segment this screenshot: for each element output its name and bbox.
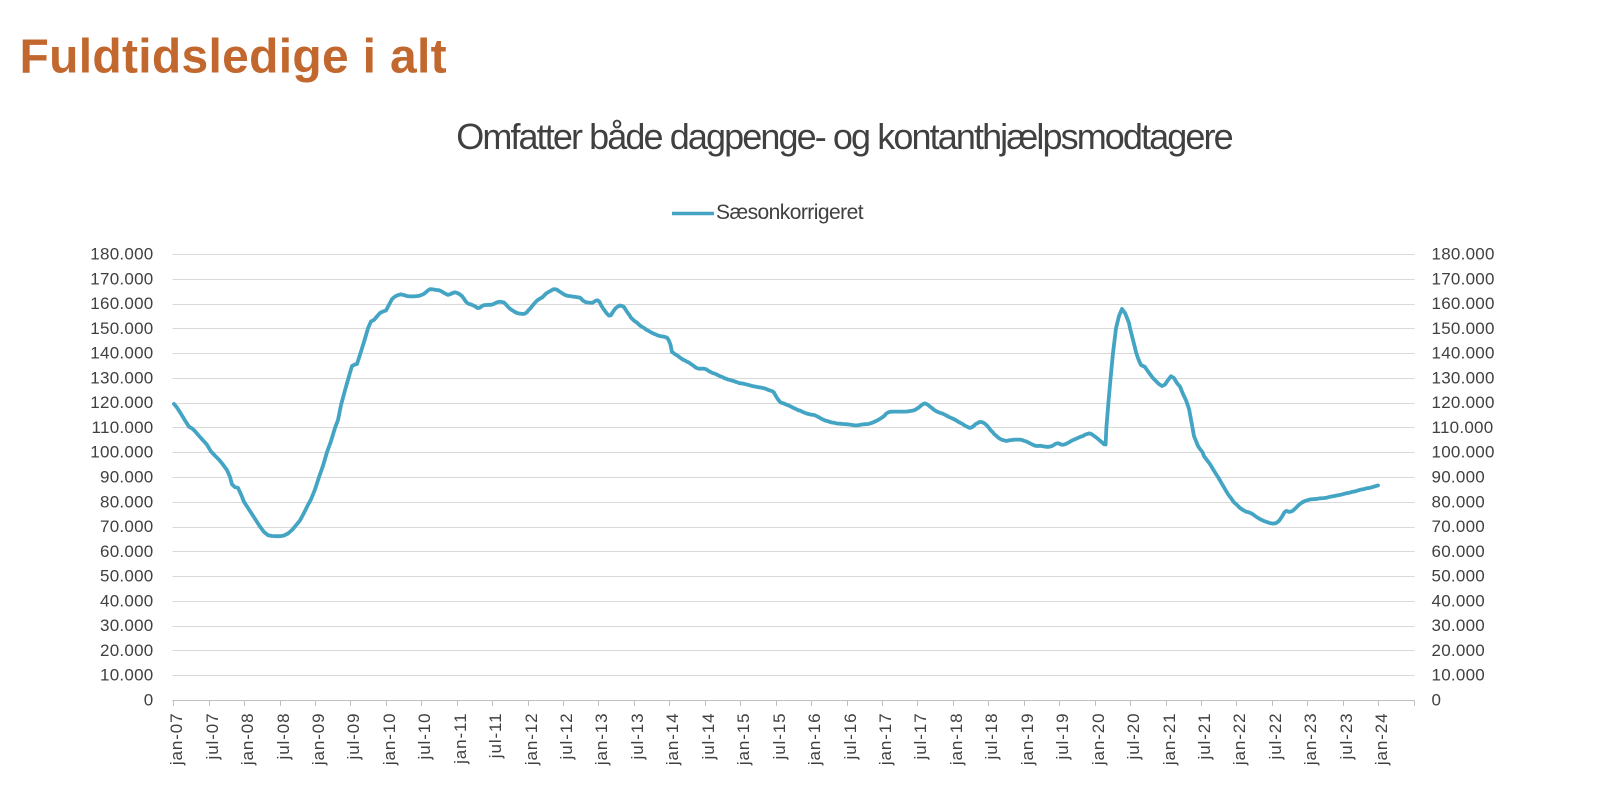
svg-text:170.000: 170.000 — [90, 269, 153, 288]
svg-text:160.000: 160.000 — [90, 294, 153, 313]
svg-text:jul-08: jul-08 — [274, 713, 293, 761]
svg-text:110.000: 110.000 — [1432, 418, 1494, 437]
svg-text:jul-18: jul-18 — [982, 713, 1001, 761]
svg-text:jan-08: jan-08 — [238, 713, 257, 767]
svg-text:jul-13: jul-13 — [628, 713, 647, 761]
svg-text:20.000: 20.000 — [100, 641, 154, 660]
svg-text:120.000: 120.000 — [1432, 393, 1495, 412]
svg-text:40.000: 40.000 — [1432, 591, 1486, 610]
svg-text:0: 0 — [144, 691, 154, 710]
svg-text:60.000: 60.000 — [100, 542, 154, 561]
svg-text:jan-16: jan-16 — [805, 713, 824, 767]
svg-text:100.000: 100.000 — [1432, 443, 1495, 462]
svg-text:Omfatter både dagpenge- og kon: Omfatter både dagpenge- og kontanthjælps… — [456, 116, 1232, 157]
svg-text:60.000: 60.000 — [1432, 542, 1486, 561]
svg-text:jan-20: jan-20 — [1089, 713, 1108, 767]
svg-text:jul-12: jul-12 — [557, 713, 576, 761]
svg-text:50.000: 50.000 — [1432, 567, 1486, 586]
svg-text:50.000: 50.000 — [100, 567, 154, 586]
svg-text:10.000: 10.000 — [1432, 666, 1486, 685]
svg-text:jan-09: jan-09 — [309, 713, 328, 767]
svg-text:jul-15: jul-15 — [770, 713, 789, 761]
svg-text:80.000: 80.000 — [1432, 492, 1486, 511]
svg-text:jan-13: jan-13 — [592, 713, 611, 767]
svg-text:jan-07: jan-07 — [167, 713, 186, 767]
svg-text:0: 0 — [1432, 691, 1442, 710]
svg-text:10.000: 10.000 — [100, 666, 154, 685]
svg-text:jul-14: jul-14 — [699, 713, 718, 761]
svg-text:jan-24: jan-24 — [1372, 713, 1391, 767]
svg-text:20.000: 20.000 — [1432, 641, 1486, 660]
svg-text:jan-15: jan-15 — [734, 713, 753, 767]
svg-text:100.000: 100.000 — [90, 443, 153, 462]
svg-text:jan-22: jan-22 — [1230, 713, 1249, 767]
svg-text:90.000: 90.000 — [100, 468, 154, 487]
svg-text:jan-23: jan-23 — [1301, 713, 1320, 767]
svg-text:jul-21: jul-21 — [1195, 713, 1214, 761]
svg-text:jul-09: jul-09 — [344, 713, 363, 761]
svg-text:180.000: 180.000 — [1432, 245, 1495, 264]
svg-text:jan-11: jan-11 — [451, 713, 470, 765]
svg-text:jul-16: jul-16 — [841, 713, 860, 761]
svg-text:130.000: 130.000 — [90, 368, 153, 387]
svg-text:jul-17: jul-17 — [911, 713, 930, 761]
svg-text:jan-19: jan-19 — [1018, 713, 1037, 767]
svg-text:jul-07: jul-07 — [203, 713, 222, 761]
svg-text:180.000: 180.000 — [90, 245, 153, 264]
svg-text:jan-12: jan-12 — [522, 713, 541, 767]
svg-text:40.000: 40.000 — [100, 591, 154, 610]
svg-text:160.000: 160.000 — [1432, 294, 1495, 313]
svg-text:150.000: 150.000 — [90, 319, 153, 338]
svg-text:120.000: 120.000 — [90, 393, 153, 412]
svg-text:110.000: 110.000 — [92, 418, 154, 437]
svg-text:150.000: 150.000 — [1432, 319, 1495, 338]
svg-text:70.000: 70.000 — [1432, 517, 1486, 536]
svg-text:Fuldtidsledige i alt: Fuldtidsledige i alt — [20, 30, 447, 83]
svg-text:130.000: 130.000 — [1432, 368, 1495, 387]
svg-text:jan-17: jan-17 — [876, 713, 895, 767]
svg-text:jan-10: jan-10 — [380, 713, 399, 767]
svg-text:140.000: 140.000 — [90, 344, 153, 363]
svg-text:jul-11: jul-11 — [486, 713, 505, 760]
svg-text:jul-10: jul-10 — [415, 713, 434, 761]
svg-text:Sæsonkorrigeret: Sæsonkorrigeret — [716, 201, 864, 224]
svg-text:170.000: 170.000 — [1432, 269, 1495, 288]
svg-text:90.000: 90.000 — [1432, 468, 1486, 487]
svg-text:jan-18: jan-18 — [947, 713, 966, 767]
svg-text:80.000: 80.000 — [100, 492, 154, 511]
svg-text:jul-19: jul-19 — [1053, 713, 1072, 761]
svg-text:140.000: 140.000 — [1432, 344, 1495, 363]
svg-text:jan-14: jan-14 — [663, 713, 682, 767]
svg-text:30.000: 30.000 — [1432, 616, 1486, 635]
svg-text:jan-21: jan-21 — [1160, 713, 1179, 767]
svg-text:jul-20: jul-20 — [1124, 713, 1143, 761]
svg-text:30.000: 30.000 — [100, 616, 154, 635]
svg-text:jul-23: jul-23 — [1337, 713, 1356, 761]
svg-text:70.000: 70.000 — [100, 517, 154, 536]
svg-text:jul-22: jul-22 — [1266, 713, 1285, 761]
